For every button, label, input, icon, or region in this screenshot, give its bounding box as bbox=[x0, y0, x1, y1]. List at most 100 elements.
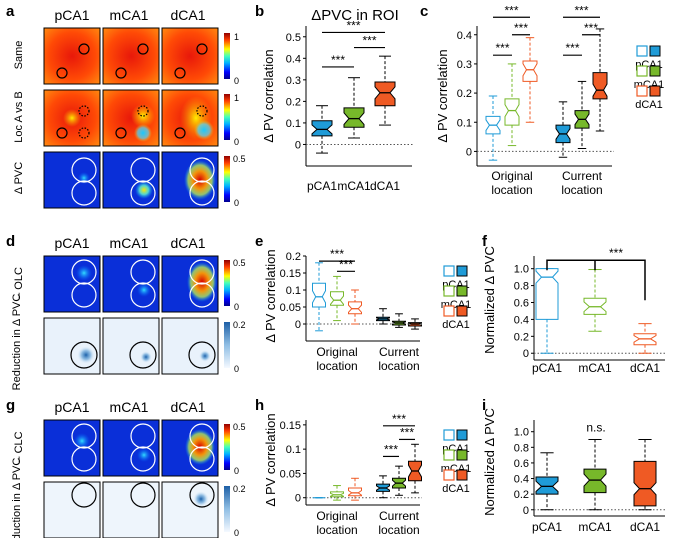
y-tick-label: 0.2 bbox=[514, 331, 529, 343]
colorbar-min: 0 bbox=[234, 198, 239, 208]
y-tick-label: 0.15 bbox=[280, 420, 301, 432]
significance-label: *** bbox=[339, 257, 353, 271]
box-mCA1 bbox=[504, 98, 520, 126]
heatmap-dpvc-pCA1 bbox=[43, 151, 101, 209]
colorbar-a-same: 1 0 bbox=[224, 32, 239, 86]
colorbar-min: 0 bbox=[234, 137, 239, 147]
legend-swatch-open-dCA1 bbox=[443, 305, 455, 317]
legend-swatch-open-pCA1 bbox=[443, 429, 455, 441]
heatmap-clc-mCA1 bbox=[102, 419, 160, 477]
heatmap-same-pCA1 bbox=[43, 27, 101, 85]
chart-e: 0 0.05 0.1 0.15 0.2 Δ PV correlation Original l… bbox=[263, 247, 422, 373]
row-label-olc: – OLC bbox=[13, 267, 25, 299]
y-tick-label: 0.2 bbox=[286, 96, 301, 108]
heatmap-olc-mCA1 bbox=[102, 255, 160, 313]
y-axis-label: Normalized Δ PVC bbox=[482, 408, 497, 516]
heatmap-clc-red-pCA1 bbox=[43, 481, 101, 538]
legend-swatch-open-pCA1 bbox=[636, 45, 648, 57]
significance-label: *** bbox=[392, 412, 406, 426]
y-tick-label: 0.4 bbox=[514, 314, 529, 326]
colorbar-min: 0 bbox=[234, 76, 239, 86]
colorbar-max: 1 bbox=[234, 32, 239, 42]
region-label-dCA1: dCA1 bbox=[170, 7, 205, 23]
box-mCA1 bbox=[330, 291, 344, 306]
legend-swatch-filled-dCA1 bbox=[649, 85, 661, 97]
heatmap-olc-pCA1 bbox=[43, 255, 101, 313]
colorbar-d-olc: 0.5 0 bbox=[224, 258, 246, 312]
box-dCA1 bbox=[374, 81, 396, 107]
colorbar-max: 0.5 bbox=[233, 258, 246, 268]
row-label-reduction: Reduction in Δ PVC bbox=[11, 458, 23, 538]
x-group-label: Current location bbox=[378, 509, 419, 537]
y-tick-label: 0.8 bbox=[514, 281, 529, 293]
row-label-same: Same bbox=[13, 41, 25, 70]
legend-swatch-open-pCA1 bbox=[443, 265, 455, 277]
chart-c: 0 0.1 0.2 0.3 0.4 Δ PV correlation Original loc… bbox=[435, 3, 614, 197]
significance-label: *** bbox=[330, 247, 344, 261]
y-axis-label: Δ PV correlation bbox=[263, 249, 278, 342]
legend-swatch-filled-pCA1 bbox=[456, 429, 468, 441]
box-dCA1 bbox=[592, 72, 608, 100]
significance-label: n.s. bbox=[586, 421, 605, 435]
panel-label-e: e bbox=[255, 233, 263, 250]
region-label-mCA1: mCA1 bbox=[110, 7, 149, 23]
region-label-mCA1: mCA1 bbox=[110, 235, 149, 251]
y-tick-label: 0.4 bbox=[286, 53, 301, 65]
x-category-label: dCA1 bbox=[630, 520, 660, 534]
region-label-pCA1: pCA1 bbox=[54, 7, 89, 23]
y-tick-label: 0.5 bbox=[286, 32, 301, 44]
x-category-label: pCA1 bbox=[307, 179, 337, 193]
heatmap-clc-red-mCA1 bbox=[102, 481, 160, 538]
x-category-label: pCA1 bbox=[532, 361, 562, 375]
significance-label: *** bbox=[584, 21, 598, 35]
colorbar-max: 0.2 bbox=[233, 484, 246, 494]
legend-label-dCA1: dCA1 bbox=[442, 483, 470, 495]
row-label-loc-a-vs-b: Loc A vs B bbox=[13, 91, 25, 142]
heatmap-same-mCA1 bbox=[102, 27, 160, 85]
chart-b: ΔPVC in ROI 0 0.1 0.2 0.3 0.4 0.5 Δ PV correlat… bbox=[261, 7, 414, 193]
heatmap-dpvc-mCA1 bbox=[102, 151, 160, 209]
box-dCA1 bbox=[348, 487, 362, 497]
significance-bracket bbox=[546, 259, 646, 301]
y-tick-label: 0.8 bbox=[514, 442, 529, 454]
x-category-label: dCA1 bbox=[630, 361, 660, 375]
panel-label-c: c bbox=[420, 3, 428, 20]
y-tick-label: 0 bbox=[295, 139, 301, 151]
significance-label: *** bbox=[565, 41, 579, 55]
x-group-label: Current location bbox=[561, 169, 602, 197]
y-axis-label: Δ PV correlation bbox=[263, 413, 278, 506]
x-group-label: Original location bbox=[316, 345, 357, 373]
x-group-label: Original location bbox=[316, 509, 357, 537]
significance-label: *** bbox=[609, 246, 623, 260]
x-category-label: dCA1 bbox=[370, 179, 400, 193]
y-axis-label: Normalized Δ PVC bbox=[482, 246, 497, 354]
heatmap-locab-dCA1 bbox=[161, 89, 219, 147]
box-pCA1 bbox=[311, 120, 333, 137]
legend-swatch-filled-dCA1 bbox=[456, 469, 468, 481]
y-tick-label: 0.3 bbox=[286, 75, 301, 87]
y-tick-label: 0 bbox=[295, 493, 301, 505]
y-axis-label: Δ PV correlation bbox=[435, 49, 450, 142]
region-label-pCA1: pCA1 bbox=[54, 235, 89, 251]
panel-label-a: a bbox=[6, 3, 15, 20]
box-mCA1 bbox=[583, 468, 607, 494]
box-pCA1 bbox=[535, 268, 559, 320]
box-dCA1 bbox=[633, 460, 657, 507]
y-tick-label: 1.0 bbox=[514, 427, 529, 439]
colorbar-min: 0 bbox=[234, 302, 239, 312]
chart-f: 0 0.2 0.4 0.6 0.8 1.0 Normalized Δ PVC pCA1 mCA1… bbox=[482, 246, 667, 375]
panel-label-h: h bbox=[255, 397, 264, 414]
chart-i: 0 0.2 0.4 0.6 0.8 1.0 Normalized Δ PVC pCA1 mCA1… bbox=[482, 408, 667, 534]
y-tick-label: 0 bbox=[295, 319, 301, 331]
y-tick-label: 0.4 bbox=[514, 474, 529, 486]
panel-label-g: g bbox=[6, 397, 15, 414]
y-tick-label: 0.2 bbox=[514, 489, 529, 501]
colorbar-max: 0.5 bbox=[233, 422, 246, 432]
significance-label: *** bbox=[346, 18, 360, 32]
region-label-pCA1: pCA1 bbox=[54, 399, 89, 415]
colorbar-d-reduction: 0.2 0 bbox=[224, 320, 246, 374]
chart-h: 0 0.05 0.1 0.15Δ PV correlation Original loca… bbox=[263, 412, 422, 537]
significance-label: *** bbox=[504, 3, 518, 17]
